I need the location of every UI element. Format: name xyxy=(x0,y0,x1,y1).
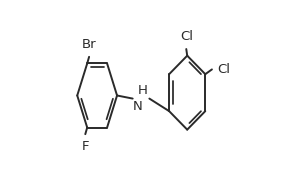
Text: Cl: Cl xyxy=(218,63,230,76)
Text: Cl: Cl xyxy=(180,30,193,43)
Text: N: N xyxy=(132,100,142,112)
Text: H: H xyxy=(138,84,148,97)
Text: Br: Br xyxy=(82,38,96,51)
Text: F: F xyxy=(81,140,89,153)
